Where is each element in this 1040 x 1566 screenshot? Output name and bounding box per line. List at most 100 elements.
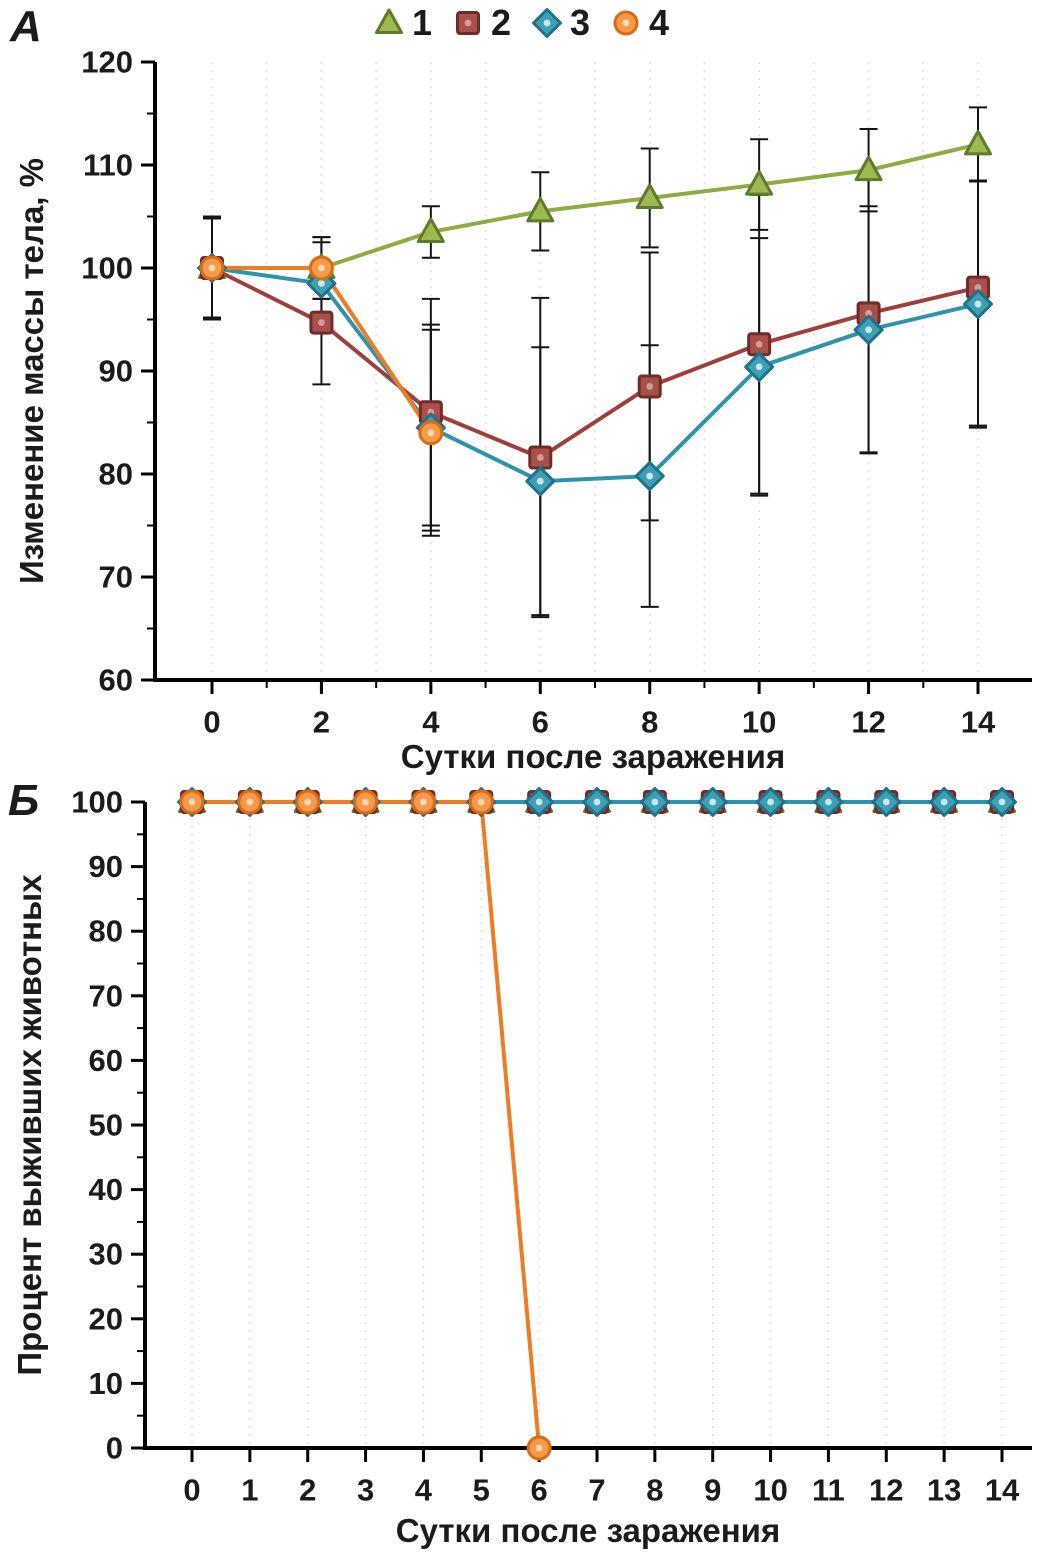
legend-label-3: 3 [570, 2, 591, 43]
marker-center-dot [593, 798, 601, 806]
legend-item-1: 1 [371, 2, 432, 44]
triangle-marker-icon [374, 8, 403, 34]
axes [143, 802, 1032, 1450]
x-tick-label: 13 [927, 1473, 961, 1508]
series-1-markers [198, 129, 992, 279]
marker-center-dot [940, 798, 948, 806]
y-tick-label: 60 [89, 1043, 123, 1078]
marker-center-dot [188, 798, 196, 806]
x-tick-label: 8 [646, 1473, 663, 1508]
marker-center-dot [536, 477, 544, 485]
y-tick-label: 0 [106, 1431, 123, 1466]
x-tick-label: 10 [753, 1473, 787, 1508]
x-tick-label: 6 [532, 705, 549, 740]
legend-label-4: 4 [649, 2, 670, 43]
marker-center-dot [318, 264, 325, 272]
x-tick-label: 3 [357, 1473, 374, 1508]
square-icon [455, 11, 480, 35]
marker-center-dot [646, 472, 654, 480]
marker-center-dot [651, 798, 659, 806]
x-tick-label: 11 [812, 1473, 845, 1508]
x-tick-label: 0 [183, 1473, 200, 1508]
x-axis-title-a: Сутки после заражения [400, 738, 786, 775]
triangle-marker-icon [854, 155, 883, 182]
y-axis-title-a: Изменение массы тела, % [13, 158, 50, 584]
y-tick-label: 80 [89, 914, 123, 949]
marker-center-dot [362, 798, 369, 806]
y-tick-label: 90 [89, 849, 123, 884]
marker-center-dot [755, 363, 763, 371]
legend-label-1: 1 [411, 2, 432, 43]
marker-center-dot [974, 300, 982, 308]
marker-center-dot [477, 798, 485, 806]
marker-center-dot [882, 798, 890, 806]
x-tick-label: 7 [588, 1473, 605, 1508]
x-tick-label: 1 [241, 1473, 258, 1508]
y-tick-label: 50 [89, 1108, 123, 1143]
y-tick-label: 70 [99, 560, 133, 595]
x-axis-title-b: Сутки после заражения [395, 1512, 781, 1549]
x-tick-label: 5 [473, 1473, 490, 1508]
y-tick-label: 20 [89, 1301, 123, 1336]
gridlines [211, 62, 979, 680]
legend-label-2: 2 [490, 2, 511, 43]
panel-b-label: Б [8, 776, 40, 825]
y-tick-label: 40 [89, 1172, 123, 1207]
marker-center-dot [536, 454, 544, 461]
marker-center-dot [755, 340, 763, 348]
x-tick-label: 12 [851, 705, 885, 740]
y-tick-label: 30 [89, 1237, 123, 1272]
triangle-marker-icon [635, 183, 664, 209]
marker-center-dot [974, 284, 982, 291]
y-tick-label: 60 [99, 663, 133, 698]
x-tick-label: 4 [415, 1473, 433, 1508]
marker-center-dot [825, 798, 832, 806]
legend-item-2: 2 [450, 2, 511, 44]
marker-center-dot [767, 798, 774, 806]
triangle-marker-icon [526, 196, 555, 223]
x-tick-label: 9 [704, 1473, 721, 1508]
series-4-markers [199, 255, 444, 446]
diamond-icon [532, 8, 562, 38]
marker-center-dot [246, 798, 254, 806]
series-2-line [210, 266, 980, 460]
marker-center-dot [543, 19, 551, 27]
marker-center-dot [427, 429, 435, 437]
y-tick-label: 120 [81, 45, 133, 80]
marker-center-dot [535, 1444, 543, 1452]
y-tick-label: 70 [89, 978, 123, 1013]
marker-center-dot [622, 19, 630, 27]
marker-center-dot [646, 383, 654, 390]
x-tick-label: 2 [299, 1473, 316, 1508]
gridlines [191, 802, 1003, 1448]
x-tick-label: 12 [869, 1473, 903, 1508]
axes [153, 62, 1032, 682]
triangle-marker-icon [964, 129, 992, 156]
y-axis-title-b: Процент выживших животных [11, 874, 48, 1376]
marker-center-dot [865, 326, 872, 334]
marker-center-dot [865, 309, 872, 317]
ticks: 60 70 80 90 100 110 120 0 2 4 6 8 10 12 14 [81, 45, 996, 740]
x-tick-label: 4 [422, 705, 440, 740]
x-tick-label: 10 [742, 705, 776, 740]
marker-center-dot [318, 319, 325, 326]
chart-panel-a: 60 70 80 90 100 110 120 0 2 4 6 8 10 12 14 [81, 45, 1032, 740]
y-tick-label: 90 [99, 354, 133, 389]
marker-center-dot [304, 798, 312, 806]
circle-icon [613, 10, 639, 36]
panel-a-label: А [10, 2, 42, 51]
marker-center-dot [464, 19, 472, 27]
series-3-line [210, 266, 980, 484]
y-tick-label: 10 [89, 1366, 123, 1401]
x-tick-label: 0 [203, 705, 220, 740]
x-tick-label: 2 [313, 705, 330, 740]
marker-center-dot [420, 798, 427, 806]
legend-item-4: 4 [608, 2, 669, 44]
marker-center-dot [535, 798, 543, 806]
triangle-icon [374, 8, 403, 34]
series-1-line [210, 142, 980, 270]
triangle-marker-icon [416, 217, 445, 243]
